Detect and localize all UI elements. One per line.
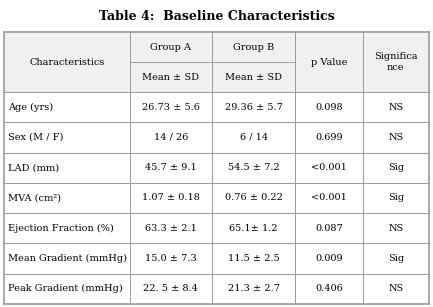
- Text: Mean ± SD: Mean ± SD: [225, 72, 282, 82]
- Text: 22. 5 ± 8.4: 22. 5 ± 8.4: [143, 284, 198, 293]
- Text: 21.3 ± 2.7: 21.3 ± 2.7: [228, 284, 280, 293]
- Text: 14 / 26: 14 / 26: [154, 133, 188, 142]
- Text: <0.001: <0.001: [311, 193, 347, 203]
- Text: p Value: p Value: [311, 58, 347, 67]
- Text: Peak Gradient (mmHg): Peak Gradient (mmHg): [8, 284, 123, 293]
- Text: Characteristics: Characteristics: [29, 58, 105, 67]
- Text: 11.5 ± 2.5: 11.5 ± 2.5: [228, 254, 280, 263]
- Text: 45.7 ± 9.1: 45.7 ± 9.1: [145, 163, 197, 172]
- Text: Group B: Group B: [233, 43, 274, 52]
- Text: Sig: Sig: [388, 193, 404, 203]
- Text: Ejection Fraction (%): Ejection Fraction (%): [8, 224, 113, 233]
- Bar: [4, 32, 429, 304]
- Text: 65.1± 1.2: 65.1± 1.2: [229, 224, 278, 233]
- Text: 26.73 ± 5.6: 26.73 ± 5.6: [142, 103, 200, 112]
- Text: 0.406: 0.406: [315, 284, 343, 293]
- Text: 1.07 ± 0.18: 1.07 ± 0.18: [142, 193, 200, 203]
- Text: 0.009: 0.009: [315, 254, 343, 263]
- Text: 6 / 14: 6 / 14: [239, 133, 268, 142]
- Text: NS: NS: [388, 284, 404, 293]
- Text: 0.087: 0.087: [315, 224, 343, 233]
- Text: Sig: Sig: [388, 163, 404, 172]
- Text: 15.0 ± 7.3: 15.0 ± 7.3: [145, 254, 197, 263]
- Text: Mean ± SD: Mean ± SD: [142, 72, 199, 82]
- Text: Significa
nce: Significa nce: [374, 52, 417, 72]
- Text: 0.699: 0.699: [315, 133, 343, 142]
- Text: LAD (mm): LAD (mm): [8, 163, 59, 172]
- Text: 0.098: 0.098: [315, 103, 343, 112]
- Text: 54.5 ± 7.2: 54.5 ± 7.2: [228, 163, 280, 172]
- Text: Group A: Group A: [150, 43, 191, 52]
- Text: 29.36 ± 5.7: 29.36 ± 5.7: [225, 103, 283, 112]
- Text: 0.76 ± 0.22: 0.76 ± 0.22: [225, 193, 283, 203]
- Text: MVA (cm²): MVA (cm²): [8, 193, 61, 203]
- Text: 63.3 ± 2.1: 63.3 ± 2.1: [145, 224, 197, 233]
- Text: Age (yrs): Age (yrs): [8, 103, 53, 112]
- Text: NS: NS: [388, 224, 404, 233]
- Bar: [4, 32, 429, 92]
- Text: Mean Gradient (mmHg): Mean Gradient (mmHg): [8, 254, 127, 263]
- Text: NS: NS: [388, 103, 404, 112]
- Text: Table 4:  Baseline Characteristics: Table 4: Baseline Characteristics: [99, 10, 334, 23]
- Text: NS: NS: [388, 133, 404, 142]
- Text: <0.001: <0.001: [311, 163, 347, 172]
- Text: Sig: Sig: [388, 254, 404, 263]
- Text: Sex (M / F): Sex (M / F): [8, 133, 63, 142]
